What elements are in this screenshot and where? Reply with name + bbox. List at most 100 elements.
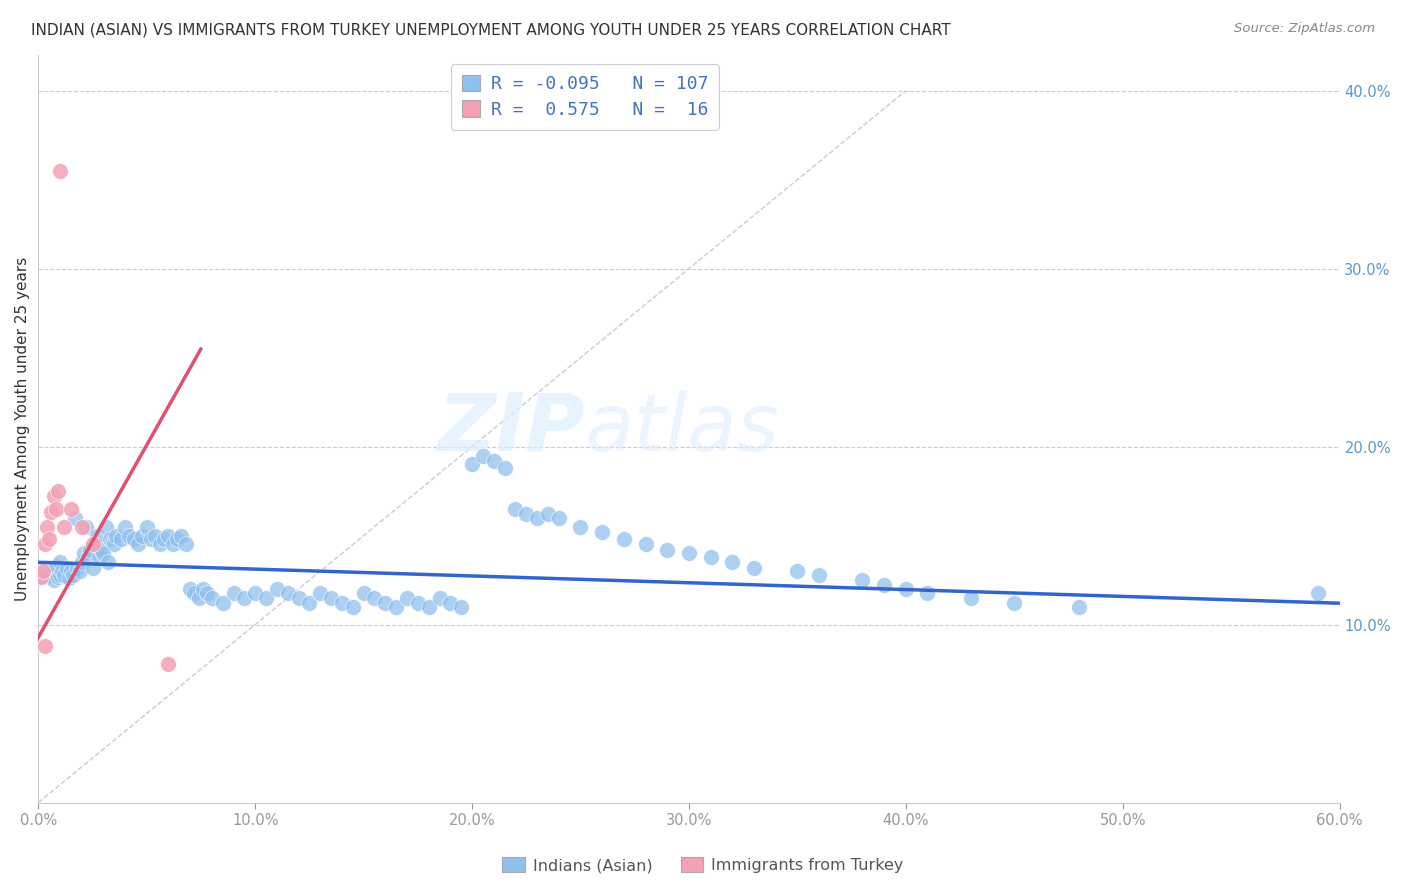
Legend: R = -0.095   N = 107, R =  0.575   N =  16: R = -0.095 N = 107, R = 0.575 N = 16 <box>451 64 718 129</box>
Point <box>53 567 76 582</box>
Text: INDIAN (ASIAN) VS IMMIGRANTS FROM TURKEY UNEMPLOYMENT AMONG YOUTH UNDER 25 YEARS: INDIAN (ASIAN) VS IMMIGRANTS FROM TURKEY… <box>31 22 950 37</box>
Point <box>742 560 765 574</box>
Legend: Indians (Asian), Immigrants from Turkey: Indians (Asian), Immigrants from Turkey <box>496 851 910 880</box>
Point <box>678 546 700 560</box>
Point <box>82 560 104 574</box>
Point <box>183 585 205 599</box>
Point <box>187 591 209 605</box>
Point <box>87 549 110 564</box>
Point <box>613 532 636 546</box>
Point <box>309 585 332 599</box>
Point <box>38 532 60 546</box>
Point <box>42 573 65 587</box>
Point <box>1306 585 1329 599</box>
Point <box>157 657 180 671</box>
Point <box>59 564 82 578</box>
Point <box>98 532 121 546</box>
Point <box>569 519 592 533</box>
Point <box>191 582 214 596</box>
Point <box>35 519 58 533</box>
Point <box>46 484 69 499</box>
Point <box>385 599 408 614</box>
Point <box>157 528 180 542</box>
Point <box>145 528 167 542</box>
Point <box>179 582 201 596</box>
Point <box>699 549 721 564</box>
Point <box>86 528 108 542</box>
Point <box>395 591 418 605</box>
Point <box>266 582 288 596</box>
Point <box>657 542 679 557</box>
Point <box>38 567 60 582</box>
Point <box>73 546 96 560</box>
Point <box>139 532 162 546</box>
Point <box>851 573 873 587</box>
Point <box>34 537 56 551</box>
Point <box>505 502 527 516</box>
Point <box>1002 596 1025 610</box>
Point <box>917 585 939 599</box>
Point <box>51 564 73 578</box>
Point <box>515 508 537 522</box>
Point <box>45 502 67 516</box>
Point <box>31 569 53 583</box>
Point <box>62 567 84 582</box>
Point <box>105 528 128 542</box>
Point <box>174 537 197 551</box>
Text: ZIP: ZIP <box>437 390 585 467</box>
Point <box>330 596 353 610</box>
Point <box>42 490 65 504</box>
Point <box>127 537 149 551</box>
Point <box>94 519 117 533</box>
Point <box>45 558 67 573</box>
Point <box>41 506 63 520</box>
Point <box>353 585 375 599</box>
Point <box>363 591 385 605</box>
Point <box>162 537 184 551</box>
Point <box>153 532 176 546</box>
Point <box>90 542 112 557</box>
Point <box>55 560 77 574</box>
Point <box>471 449 494 463</box>
Point <box>211 596 233 610</box>
Point <box>591 524 613 539</box>
Point <box>429 591 451 605</box>
Point <box>70 519 93 533</box>
Point <box>197 585 219 599</box>
Point <box>721 555 744 569</box>
Point <box>58 571 80 585</box>
Point <box>166 532 188 546</box>
Text: atlas: atlas <box>585 390 779 467</box>
Point <box>461 458 484 472</box>
Point <box>110 532 132 546</box>
Point <box>34 639 56 653</box>
Point <box>83 537 105 551</box>
Point <box>439 596 461 610</box>
Point <box>79 542 101 557</box>
Point <box>960 591 983 605</box>
Point <box>222 585 245 599</box>
Point <box>786 564 808 578</box>
Point <box>170 528 193 542</box>
Point <box>342 599 364 614</box>
Point <box>1069 599 1091 614</box>
Point <box>77 549 100 564</box>
Point <box>233 591 256 605</box>
Point <box>30 569 52 583</box>
Point <box>70 555 93 569</box>
Point <box>201 591 224 605</box>
Point <box>149 537 172 551</box>
Point <box>49 163 72 178</box>
Point <box>254 591 277 605</box>
Point <box>46 569 69 583</box>
Point <box>31 564 53 578</box>
Point <box>75 519 97 533</box>
Y-axis label: Unemployment Among Youth under 25 years: Unemployment Among Youth under 25 years <box>15 257 30 601</box>
Point <box>97 555 120 569</box>
Point <box>135 519 157 533</box>
Point <box>35 560 58 574</box>
Point <box>406 596 429 610</box>
Point <box>59 502 82 516</box>
Text: Source: ZipAtlas.com: Source: ZipAtlas.com <box>1234 22 1375 36</box>
Point <box>298 596 321 610</box>
